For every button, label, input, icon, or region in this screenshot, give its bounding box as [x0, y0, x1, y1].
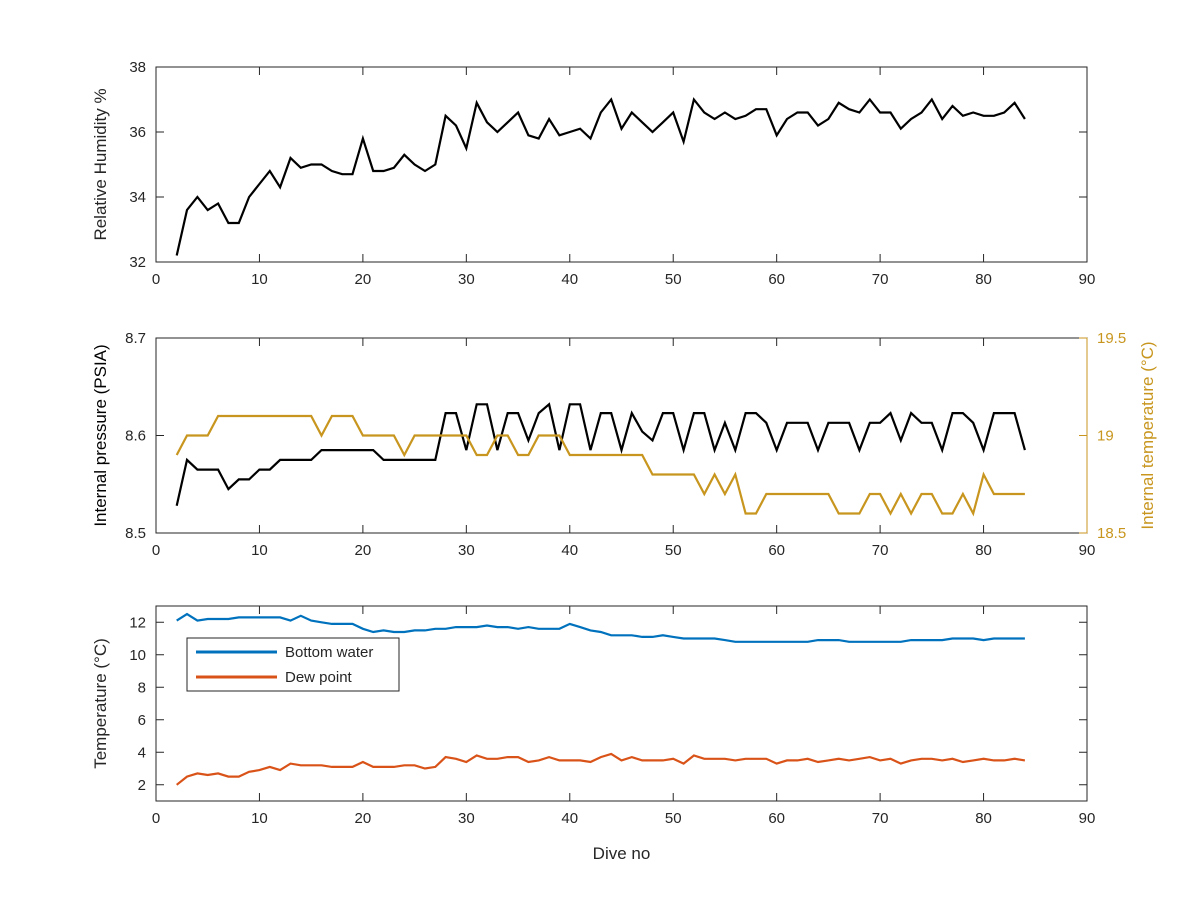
x-tick-label: 50 — [665, 810, 682, 827]
y-tick-label: 36 — [129, 124, 146, 141]
y-tick-label: 6 — [138, 712, 146, 729]
y2-axis-title: Internal temperature (°C) — [1138, 341, 1157, 529]
x-tick-label: 30 — [458, 542, 475, 559]
y-axis-title: Temperature (°C) — [91, 638, 110, 769]
chart-panel-1: 0 10 20 30 40 50 60 70 80 90 32 34 36 38 Relative Humi… — [91, 59, 1095, 288]
x-tick-label: 80 — [975, 542, 992, 559]
chart-panel-3: 0 10 20 30 40 50 60 70 80 90 2 4 6 8 10 12 Temperature (… — [91, 605, 1096, 863]
plot-area-frame — [155, 605, 1088, 802]
x-tick-label: 70 — [872, 271, 889, 288]
x-axis-title: Dive no — [593, 844, 651, 863]
series-line-1 — [175, 402, 1026, 506]
y-tick-label: 8.7 — [125, 330, 146, 347]
x-tick-label: 10 — [251, 542, 268, 559]
x-tick-label: 60 — [768, 271, 785, 288]
x-tick-label: 60 — [768, 542, 785, 559]
x-tick-label: 90 — [1079, 810, 1096, 827]
legend-label: Dew point — [285, 669, 353, 686]
x-tick-label: 70 — [872, 542, 889, 559]
y2-tick-label: 19.5 — [1097, 330, 1126, 347]
x-tick-label: 30 — [458, 271, 475, 288]
x-tick-label: 40 — [561, 810, 578, 827]
y-axis-title: Internal pressure (PSIA) — [91, 344, 110, 526]
chart-panel-2: 0 10 20 30 40 50 60 70 80 90 8.5 8.6 8.7 18.5 19 19.5 In… — [91, 330, 1157, 559]
x-tick-label: 10 — [251, 810, 268, 827]
y-tick-label: 2 — [138, 777, 146, 794]
x-tick-label: 0 — [152, 542, 160, 559]
x-tick-label: 50 — [665, 271, 682, 288]
legend-box — [186, 637, 400, 692]
x-tick-label: 0 — [152, 271, 160, 288]
x-tick-label: 40 — [561, 271, 578, 288]
series-line-2 — [175, 414, 1025, 517]
series-line-dew-point — [176, 752, 1026, 786]
y-axis-title: Relative Humidity % — [91, 88, 110, 240]
x-tick-label: 10 — [251, 271, 268, 288]
x-tick-label: 20 — [355, 810, 372, 827]
x-tick-label: 30 — [458, 810, 475, 827]
x-tick-label: 70 — [872, 810, 889, 827]
x-tick-label: 20 — [355, 542, 372, 559]
y-tick-label: 8 — [138, 679, 146, 696]
series-line-1 — [175, 97, 1026, 256]
y-tick-label: 4 — [138, 744, 146, 761]
series-line-bottom-water — [176, 612, 1025, 643]
x-tick-label: 90 — [1079, 271, 1096, 288]
y-tick-label: 8.6 — [125, 428, 146, 445]
legend-label: Bottom water — [285, 644, 373, 661]
x-tick-label: 20 — [355, 271, 372, 288]
y-tick-label: 10 — [129, 647, 146, 664]
y2-tick-label: 19 — [1097, 428, 1114, 445]
x-tick-label: 50 — [665, 542, 682, 559]
y-tick-label: 32 — [129, 254, 146, 271]
x-tick-label: 40 — [561, 542, 578, 559]
y-tick-label: 34 — [129, 189, 146, 206]
y2-tick-label: 18.5 — [1097, 525, 1126, 542]
x-tick-label: 80 — [975, 810, 992, 827]
x-tick-label: 60 — [768, 810, 785, 827]
x-tick-label: 90 — [1079, 542, 1096, 559]
x-tick-label: 80 — [975, 271, 992, 288]
legend: Bottom water Dew point — [186, 637, 400, 692]
x-tick-label: 0 — [152, 810, 160, 827]
y-tick-label: 12 — [129, 614, 146, 631]
y-tick-label: 38 — [129, 59, 146, 76]
plot-area-frame — [155, 66, 1088, 263]
y-tick-label: 8.5 — [125, 525, 146, 542]
